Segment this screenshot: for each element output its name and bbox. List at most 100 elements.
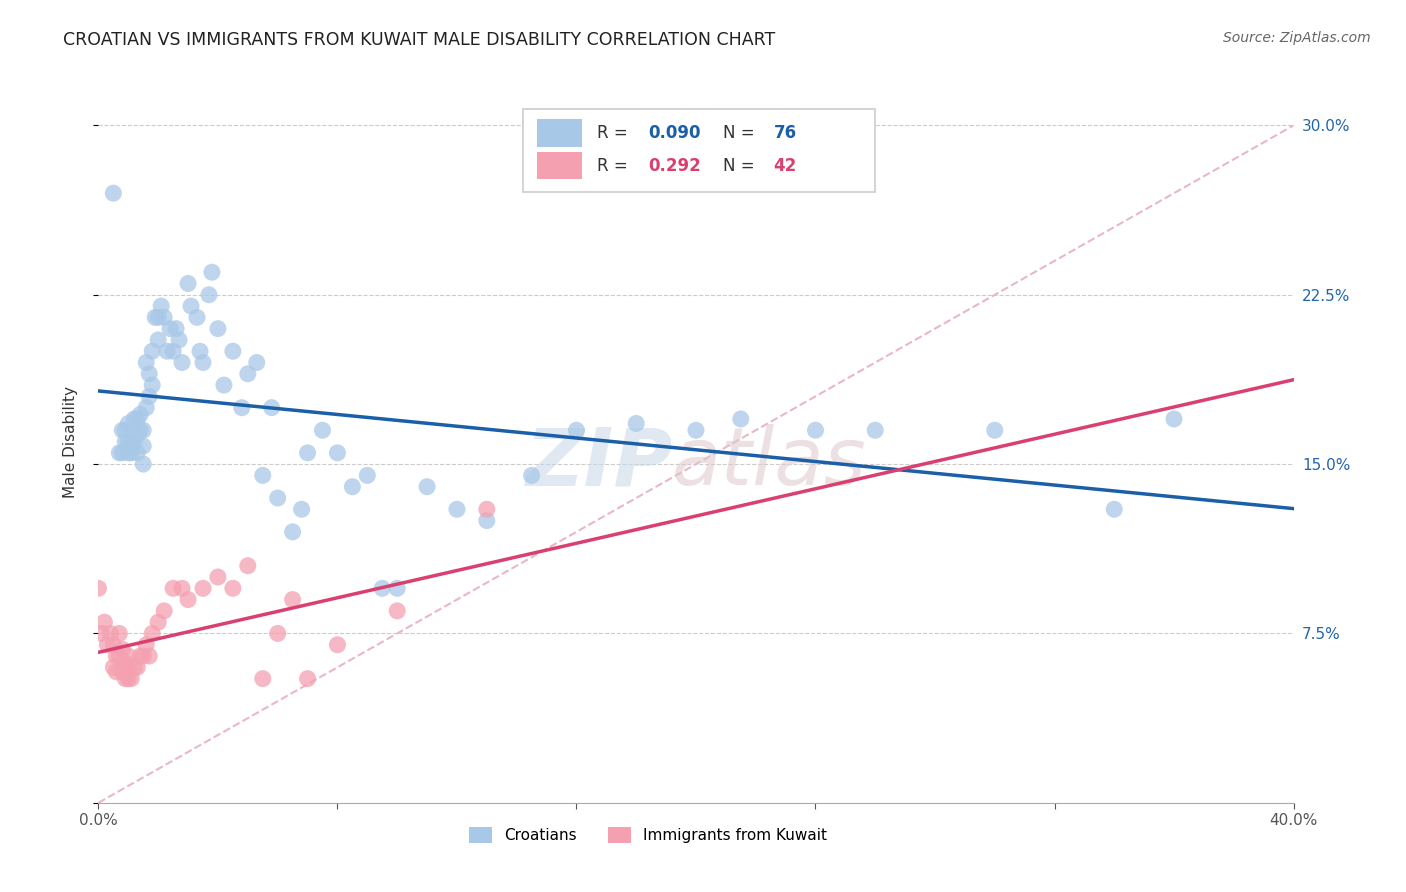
Point (281, 592, 304, 607)
Point (162, 344, 184, 359)
Point (984, 423, 1007, 437)
Point (117, 434, 139, 449)
Text: R =: R = (596, 124, 627, 142)
Point (148, 333, 170, 347)
Point (114, 672, 136, 686)
Point (90, 626, 112, 640)
Point (186, 310, 208, 325)
Point (153, 604, 176, 618)
Point (117, 446, 139, 460)
Point (127, 427, 149, 442)
Point (252, 468, 274, 483)
Point (132, 423, 155, 437)
Point (1104, 502, 1126, 516)
Point (138, 367, 160, 381)
Point (177, 277, 200, 291)
Point (416, 480, 439, 494)
Point (129, 423, 152, 437)
Point (138, 648, 160, 663)
Point (108, 446, 131, 460)
Point (177, 592, 200, 607)
Text: CROATIAN VS IMMIGRANTS FROM KUWAIT MALE DISABILITY CORRELATION CHART: CROATIAN VS IMMIGRANTS FROM KUWAIT MALE … (63, 31, 776, 49)
Point (565, 423, 588, 437)
Point (87, 582, 110, 596)
Point (1163, 412, 1185, 426)
Point (127, 660, 149, 674)
Point (246, 355, 269, 369)
Text: N =: N = (724, 156, 755, 175)
Point (297, 446, 319, 460)
Point (103, 638, 125, 652)
Point (105, 648, 128, 663)
Point (141, 626, 163, 640)
Point (117, 660, 139, 674)
Point (96, 638, 118, 652)
Text: 0.292: 0.292 (648, 156, 702, 175)
Point (212, 378, 235, 392)
Text: 42: 42 (773, 156, 797, 175)
Point (114, 656, 136, 670)
Point (356, 468, 378, 483)
Point (267, 491, 290, 505)
Point (141, 378, 163, 392)
Point (236, 558, 259, 573)
Point (124, 660, 146, 674)
Point (143, 310, 166, 325)
Point (120, 672, 142, 686)
Point (446, 502, 468, 516)
Text: R =: R = (596, 156, 627, 175)
Point (132, 439, 155, 453)
Point (117, 648, 139, 663)
Point (222, 344, 245, 359)
Text: atlas: atlas (672, 425, 868, 502)
Point (148, 310, 170, 325)
Point (111, 642, 134, 657)
Point (297, 672, 319, 686)
Point (730, 412, 752, 426)
Point (159, 321, 181, 335)
Point (865, 423, 887, 437)
Point (326, 446, 349, 460)
Point (291, 502, 314, 516)
Point (172, 355, 194, 369)
Point (236, 367, 259, 381)
Point (311, 423, 333, 437)
Point (153, 310, 176, 325)
Point (252, 672, 274, 686)
Point (129, 408, 152, 422)
Point (111, 446, 134, 460)
Point (114, 423, 136, 437)
Point (156, 344, 179, 359)
Point (475, 514, 498, 528)
Point (103, 660, 125, 674)
Point (114, 434, 136, 449)
Point (188, 344, 211, 359)
Point (165, 321, 187, 335)
Point (108, 626, 131, 640)
FancyBboxPatch shape (537, 120, 582, 147)
Point (385, 582, 409, 596)
Text: Source: ZipAtlas.com: Source: ZipAtlas.com (1223, 31, 1371, 45)
Point (135, 355, 157, 369)
Point (141, 344, 163, 359)
FancyBboxPatch shape (523, 109, 875, 193)
Point (148, 615, 170, 630)
Point (626, 417, 648, 431)
Point (138, 389, 160, 403)
Point (93, 615, 115, 630)
Text: ZIP: ZIP (524, 425, 672, 502)
Point (222, 582, 245, 596)
Point (111, 665, 134, 679)
Point (135, 638, 157, 652)
Point (172, 582, 194, 596)
Point (804, 423, 827, 437)
Point (520, 468, 543, 483)
Point (108, 648, 131, 663)
Legend: Croatians, Immigrants from Kuwait: Croatians, Immigrants from Kuwait (464, 822, 832, 849)
Point (385, 604, 409, 618)
Point (191, 355, 214, 369)
Point (267, 626, 290, 640)
Point (207, 321, 229, 335)
Point (150, 299, 173, 313)
Point (371, 582, 394, 596)
